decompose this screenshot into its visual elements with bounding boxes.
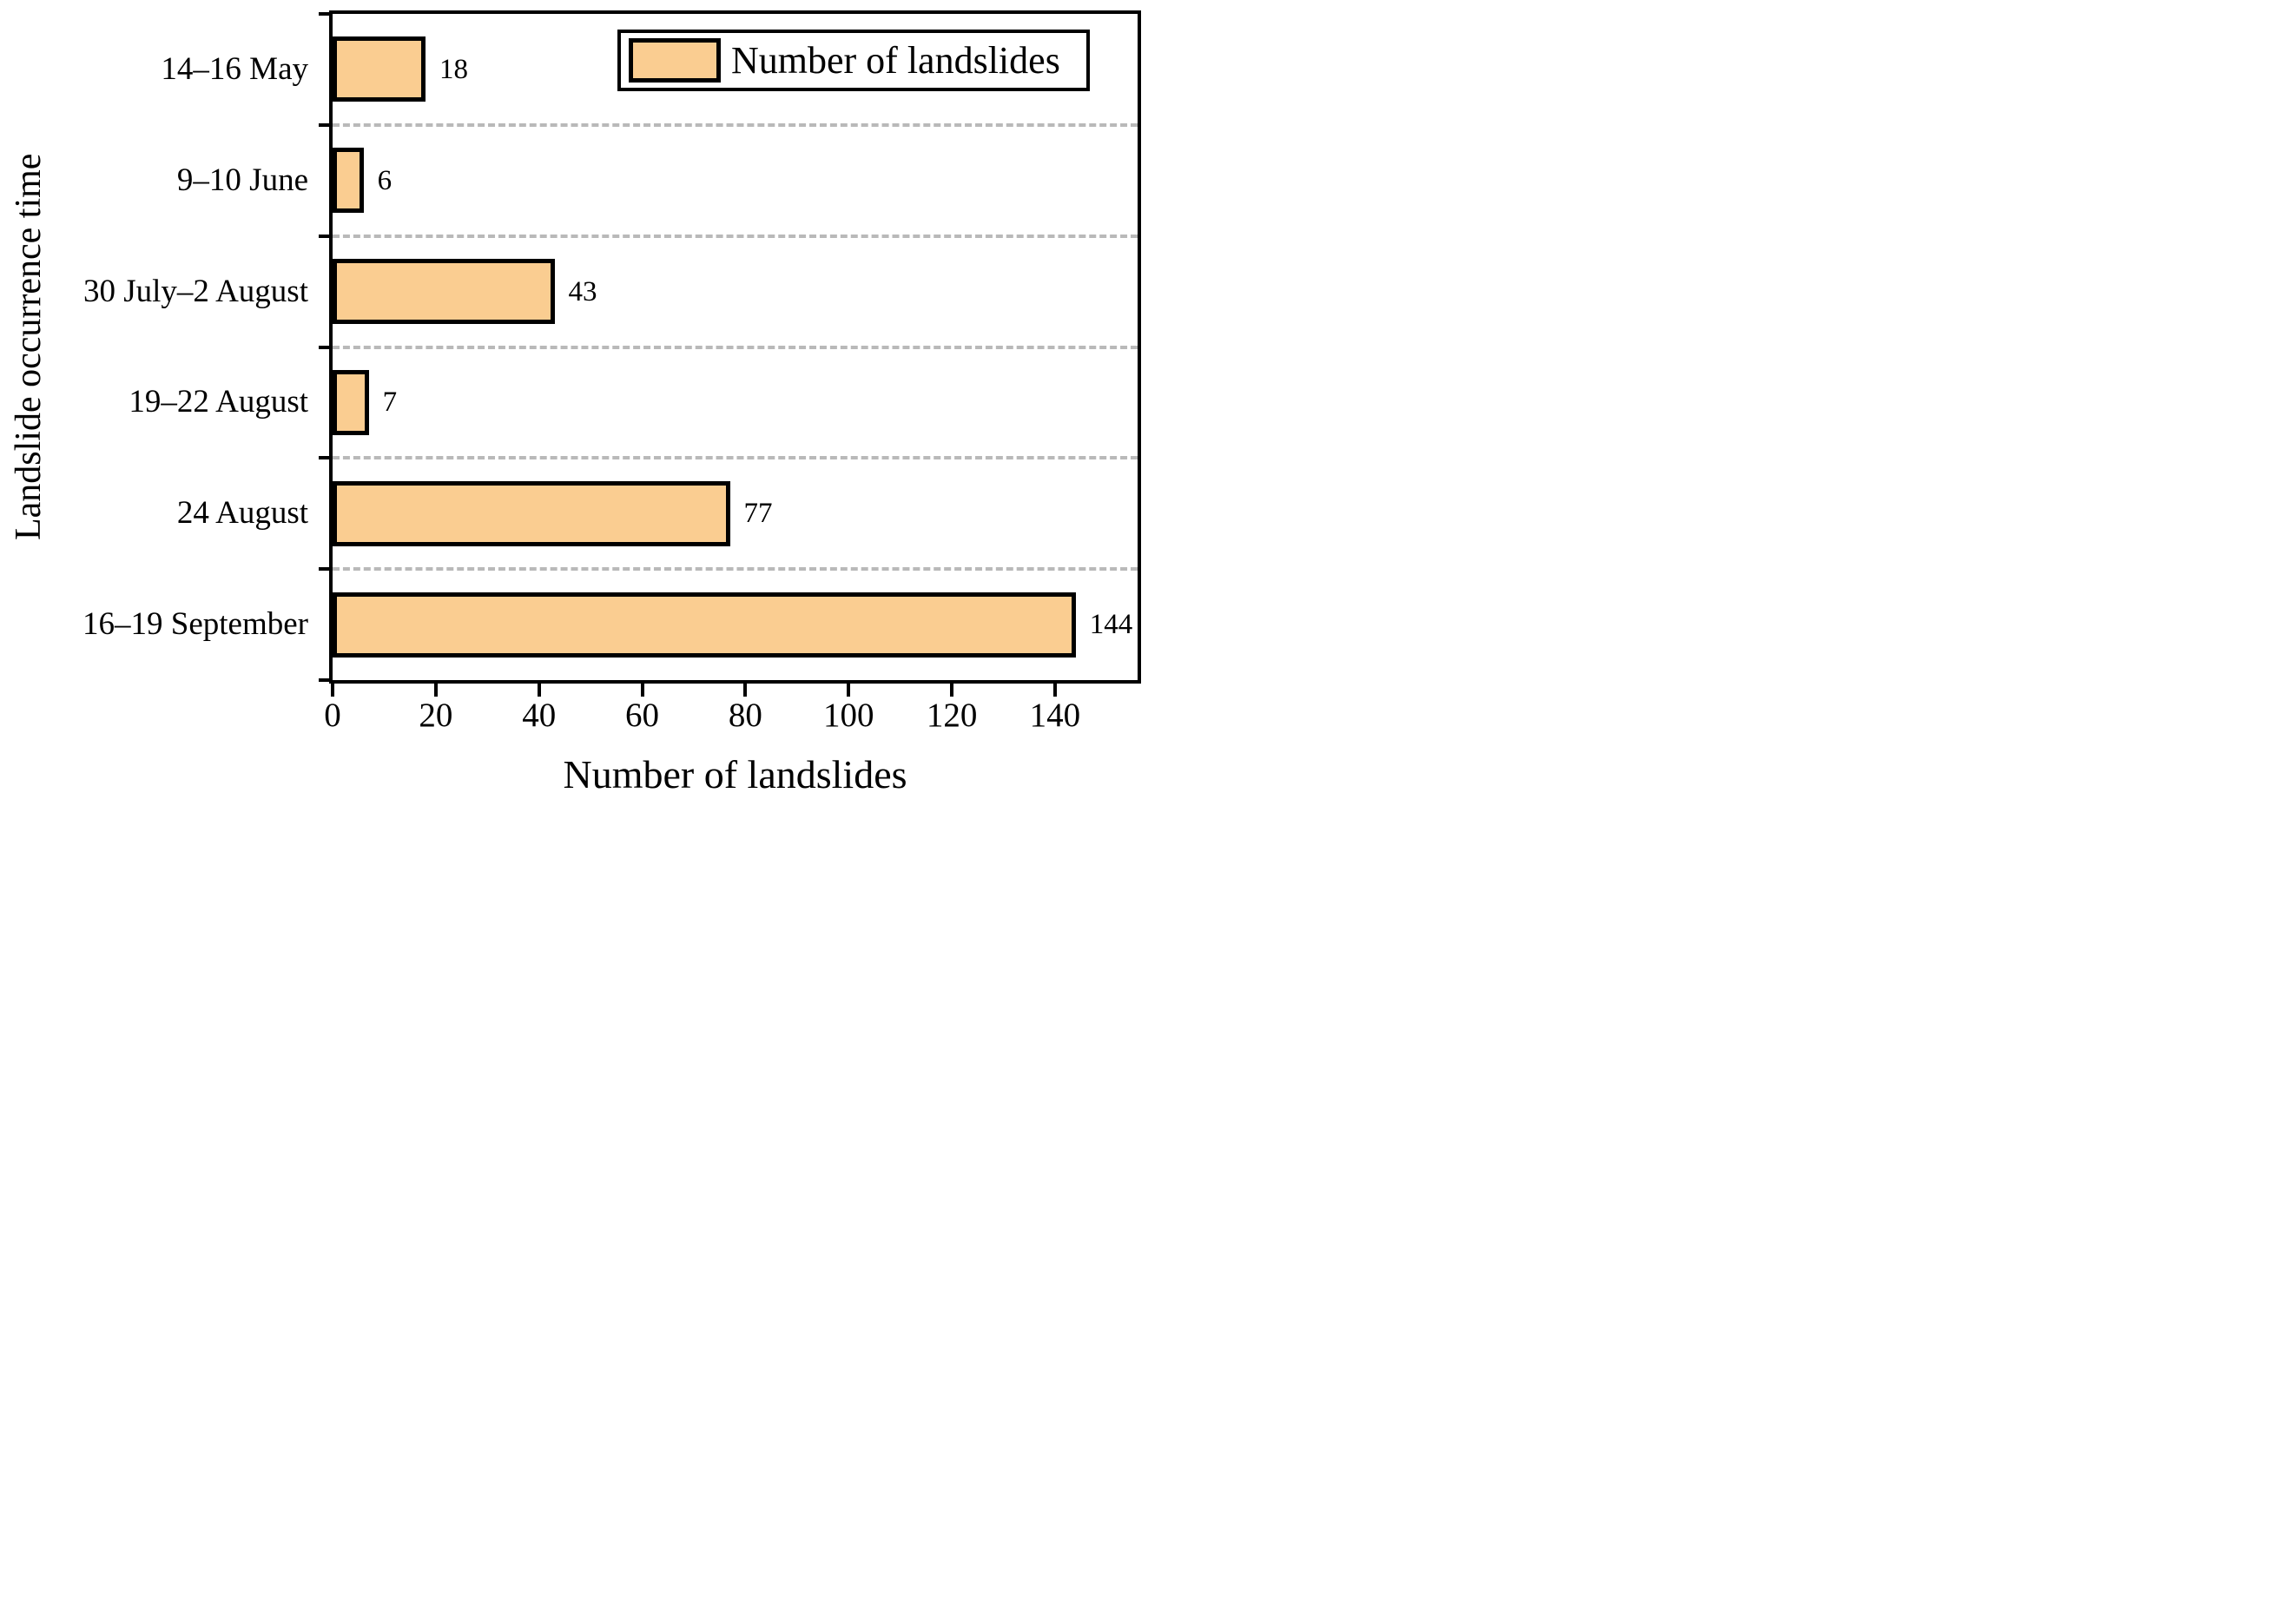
x-axis-tick [433, 684, 438, 697]
y-axis-tick [319, 234, 331, 238]
y-axis-tick [319, 567, 331, 572]
landslide-bar-chart: Landslide occurrence time 14–16 May 9–10 … [0, 0, 1148, 803]
bar-18 [333, 36, 426, 102]
bar-144 [333, 592, 1076, 658]
x-axis-tick-label: 60 [625, 697, 660, 734]
x-axis-tick [331, 684, 334, 697]
category-label: 9–10 June [176, 162, 308, 198]
bar-7 [333, 369, 369, 435]
x-axis-tick-labels: 0 20 40 60 80 100 120 140 [324, 695, 1138, 747]
x-axis-tick-label: 120 [926, 697, 978, 734]
x-axis-tick-label: 80 [728, 697, 762, 734]
legend-swatch [629, 38, 721, 83]
bar-6 [333, 148, 364, 214]
gridline [333, 234, 1138, 238]
category-label: 30 July–2 August [82, 273, 308, 309]
x-axis-tick [640, 684, 644, 697]
gridline [333, 122, 1138, 127]
x-axis-tick-label: 20 [419, 697, 453, 734]
legend-label: Number of landslides [731, 39, 1060, 82]
category-axis-labels: 14–16 May 9–10 June 30 July–2 August 19–22 … [0, 0, 310, 803]
x-axis-tick-label: 100 [822, 697, 874, 734]
bar-77 [333, 480, 730, 546]
y-axis-tick [319, 12, 331, 16]
bar-value-label: 144 [1089, 609, 1133, 641]
bar-value-label: 77 [743, 498, 773, 530]
category-label: 24 August [176, 495, 308, 532]
x-axis-tick-label: 0 [324, 697, 341, 734]
x-axis-tick [950, 684, 954, 697]
category-label: 19–22 August [129, 384, 308, 420]
y-axis-tick [319, 456, 331, 460]
y-axis-tick [319, 122, 331, 127]
bar-value-label: 43 [568, 275, 597, 307]
y-axis-tick [319, 678, 331, 682]
gridline [333, 345, 1138, 349]
x-axis-tick-label: 40 [522, 697, 557, 734]
x-axis-tick [743, 684, 748, 697]
x-axis-tick [847, 684, 851, 697]
x-axis-tick-label: 140 [1029, 697, 1081, 734]
x-axis-tick [537, 684, 541, 697]
bar-value-label: 6 [377, 164, 393, 196]
gridline [333, 456, 1138, 460]
y-axis-tick [319, 345, 331, 349]
category-label: 16–19 September [82, 606, 308, 643]
legend: Number of landslides [617, 30, 1090, 91]
gridline [333, 567, 1138, 572]
x-axis-tick [1052, 684, 1057, 697]
bar-value-label: 18 [439, 53, 468, 85]
category-label: 14–16 May [161, 50, 308, 87]
x-axis-title: Number of landslides [563, 752, 907, 796]
bar-43 [333, 259, 555, 325]
plot-area: 18 6 43 7 77 144 [319, 10, 1141, 697]
bar-value-label: 7 [382, 387, 398, 419]
